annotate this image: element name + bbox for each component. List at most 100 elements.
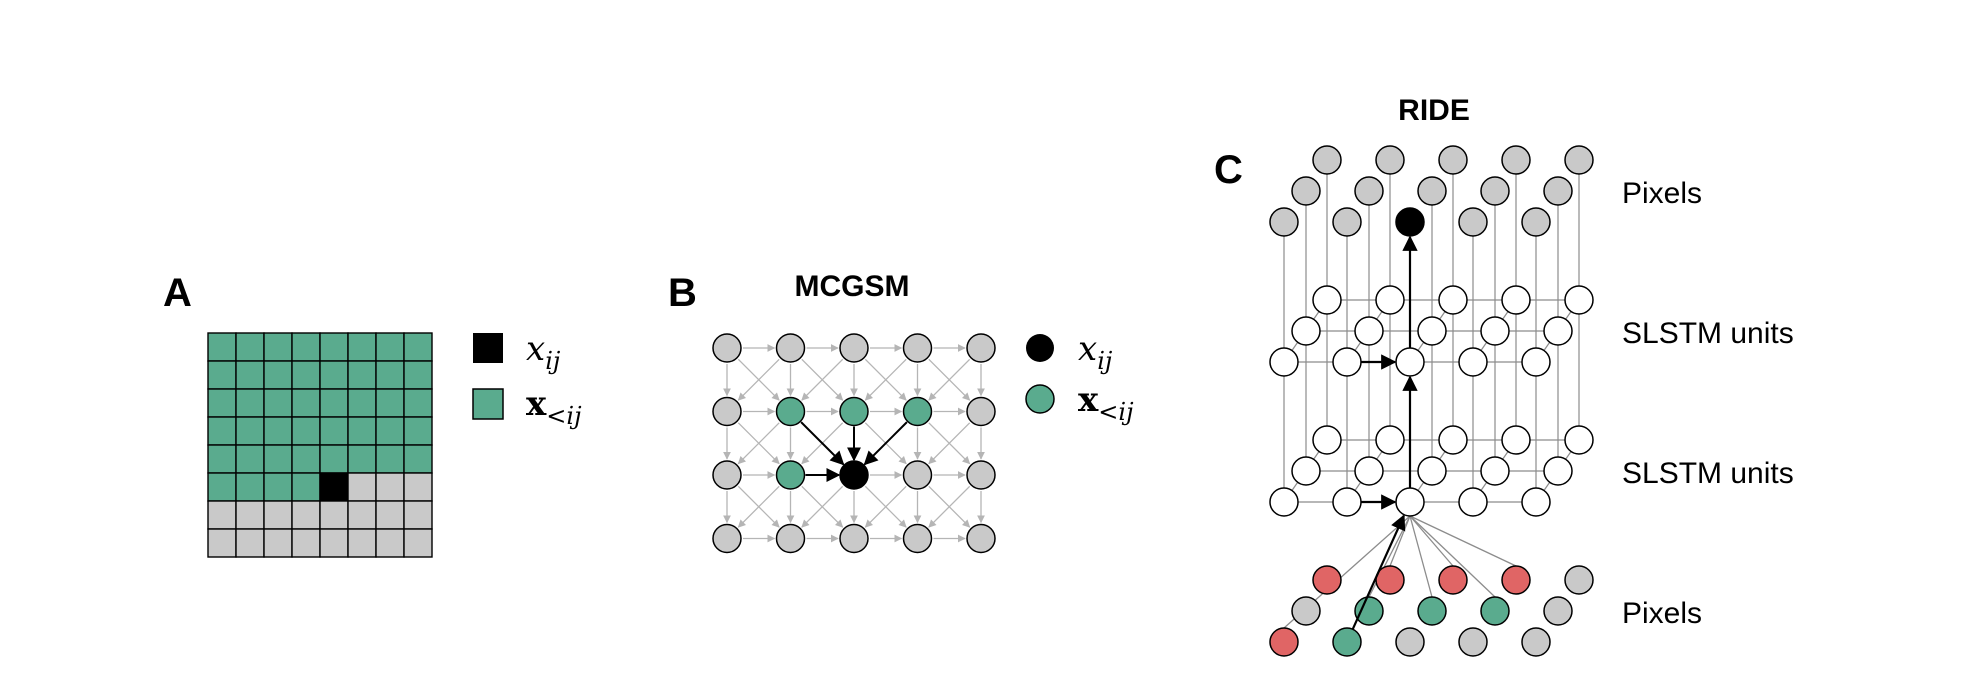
output-pixel-node — [1543, 176, 1573, 206]
context-pixel-cell — [291, 388, 321, 418]
context-pixel-cell — [235, 444, 265, 474]
slstm-unit-node — [1312, 425, 1342, 455]
context-pixel-cell — [347, 360, 377, 390]
future-pixel-node — [902, 333, 933, 363]
input-pixel-node-context — [1417, 596, 1447, 626]
future-pixel-cell — [319, 528, 349, 558]
context-pixel-node — [839, 396, 869, 427]
input-fan-in-line — [1409, 515, 1433, 598]
context-pixel-cell — [319, 444, 349, 474]
future-pixel-cell — [375, 472, 405, 502]
future-pixel-cell — [291, 500, 321, 530]
context-pixel-node — [902, 396, 933, 427]
context-to-current-edge — [863, 421, 908, 466]
panel-a-letter: A — [163, 271, 192, 315]
input-pixel-node-observed — [1438, 565, 1468, 595]
background-dependency-edge — [737, 485, 780, 528]
context-pixel-cell — [319, 416, 349, 446]
panel-b: B MCGSM xij x<ij — [668, 270, 1134, 554]
output-pixel-node — [1354, 176, 1384, 206]
future-pixel-node — [966, 396, 996, 427]
slstm-unit-node — [1458, 487, 1488, 517]
input-fan-in-line — [1409, 515, 1454, 567]
slstm-unit-node — [1417, 316, 1447, 346]
ride-layer-nodes — [1269, 145, 1594, 657]
future-pixel-cell — [263, 528, 293, 558]
slstm-unit-node — [1543, 316, 1573, 346]
slstm-unit-node — [1269, 347, 1299, 377]
output-pixel-node — [1501, 145, 1531, 175]
slstm-unit-node — [1564, 285, 1594, 315]
background-dependency-edge — [928, 422, 971, 465]
future-pixel-cell — [235, 500, 265, 530]
slstm-unit-node — [1354, 316, 1384, 346]
context-pixel-cell — [291, 416, 321, 446]
input-pixel-node-observed — [1501, 565, 1531, 595]
context-pixel-cell — [403, 360, 433, 390]
future-pixel-cell — [235, 528, 265, 558]
layer-label-slstm-bottom: SLSTM units — [1622, 457, 1794, 490]
panel-c-letter: C — [1214, 148, 1243, 192]
future-pixel-cell — [347, 500, 377, 530]
context-to-current-edge — [800, 421, 845, 466]
slstm-unit-node — [1291, 456, 1321, 486]
layer-label-input-pixels: Pixels — [1622, 597, 1702, 630]
context-pixel-cell — [207, 472, 237, 502]
background-dependency-edge — [928, 358, 971, 401]
context-pixel-cell — [403, 444, 433, 474]
context-pixel-cell — [207, 332, 237, 362]
future-pixel-node — [775, 523, 806, 554]
context-pixel-cell — [235, 416, 265, 446]
context-pixel-cell — [347, 388, 377, 418]
background-dependency-edge — [801, 358, 844, 401]
future-pixel-node — [712, 460, 742, 490]
context-pixels-symbol: x<ij — [1078, 380, 1134, 426]
future-pixel-node — [966, 460, 996, 490]
context-pixel-cell — [263, 472, 293, 502]
future-pixel-cell — [403, 472, 433, 502]
context-pixels-symbol: x<ij — [526, 384, 582, 430]
output-pixel-node — [1438, 145, 1468, 175]
slstm-unit-node — [1480, 316, 1510, 346]
input-fan-in-line — [1409, 515, 1517, 567]
context-pixel-cell — [403, 416, 433, 446]
future-pixel-node — [839, 523, 869, 554]
context-pixels-swatch — [472, 388, 504, 420]
current-pixel-cell — [319, 472, 349, 502]
context-pixel-cell — [263, 388, 293, 418]
future-pixel-node — [902, 460, 933, 490]
context-pixel-cell — [375, 332, 405, 362]
slstm-unit-node — [1564, 425, 1594, 455]
output-pixel-node — [1480, 176, 1510, 206]
output-pixel-node — [1458, 207, 1488, 237]
background-dependency-edge — [928, 485, 971, 528]
mcgsm-pixel-nodes — [712, 333, 996, 554]
panel-b-letter: B — [668, 271, 697, 315]
slstm-unit-node — [1375, 285, 1405, 315]
slstm-unit-node — [1543, 456, 1573, 486]
context-pixel-cell — [375, 388, 405, 418]
panel-b-legend-current: xij — [1026, 329, 1113, 375]
context-pixel-cell — [291, 360, 321, 390]
output-pixel-node — [1564, 145, 1594, 175]
input-pixel-node — [1564, 565, 1594, 595]
background-dependency-edge — [864, 358, 907, 401]
future-pixel-node — [966, 523, 996, 554]
slstm-unit-node — [1438, 285, 1468, 315]
background-dependency-edge — [864, 485, 907, 528]
panel-c: C RIDE Pixels SLSTM units SLSTM units Pi… — [1214, 94, 1794, 657]
future-pixel-cell — [403, 500, 433, 530]
input-fan-in-line — [1389, 515, 1411, 567]
future-pixel-cell — [375, 528, 405, 558]
panel-b-legend-context: x<ij — [1025, 380, 1134, 426]
background-dependency-edge — [737, 358, 780, 401]
input-pixel-node — [1458, 627, 1488, 657]
predicted-pixel-node — [1395, 207, 1425, 237]
context-pixel-cell — [347, 444, 377, 474]
input-pixel-node-observed — [1269, 627, 1299, 657]
slstm-unit-node — [1354, 456, 1384, 486]
output-pixel-node — [1269, 207, 1299, 237]
future-pixel-cell — [207, 500, 237, 530]
context-pixel-cell — [263, 332, 293, 362]
